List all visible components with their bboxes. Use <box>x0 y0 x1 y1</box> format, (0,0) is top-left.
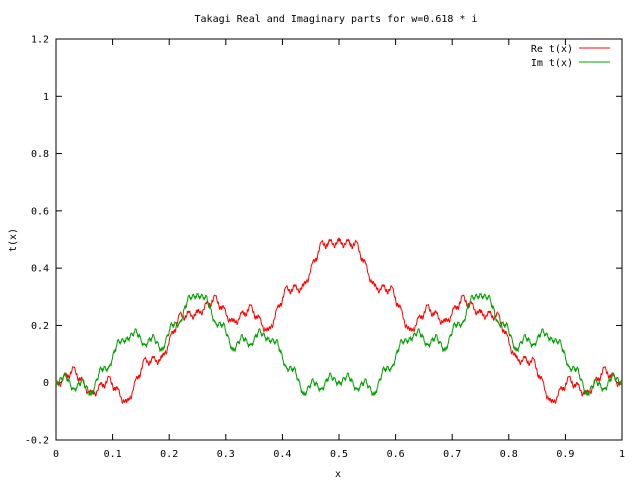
plot-lines <box>55 237 623 405</box>
x-tick-label: 0 <box>53 449 59 460</box>
legend-label-im: Im t(x) <box>531 58 573 69</box>
y-tick-label: 0.4 <box>31 264 49 275</box>
y-axis-ticks: -0.2 0 0.2 0.4 0.6 0.8 1 1.2 <box>25 35 622 447</box>
series-line-im <box>55 292 623 397</box>
legend: Re t(x) Im t(x) <box>531 44 610 69</box>
y-tick-label: -0.2 <box>25 436 49 447</box>
x-tick-label: 0.5 <box>330 449 348 460</box>
x-tick-label: 0.4 <box>273 449 291 460</box>
y-tick-label: 0 <box>43 378 49 389</box>
y-axis-label: t(x) <box>8 228 19 252</box>
x-axis-ticks: 0 0.1 0.2 0.3 0.4 0.5 0.6 0.7 0.8 0.9 1 <box>53 39 625 460</box>
y-tick-label: 0.6 <box>31 206 49 217</box>
x-tick-label: 0.9 <box>556 449 574 460</box>
x-tick-label: 1 <box>619 449 625 460</box>
y-tick-label: 1.2 <box>31 35 49 46</box>
x-tick-label: 0.2 <box>160 449 178 460</box>
x-tick-label: 0.6 <box>387 449 405 460</box>
x-tick-label: 0.3 <box>217 449 235 460</box>
x-tick-label: 0.1 <box>104 449 122 460</box>
x-tick-label: 0.8 <box>500 449 518 460</box>
chart-title: Takagi Real and Imaginary parts for w=0.… <box>195 14 478 25</box>
x-tick-label: 0.7 <box>443 449 461 460</box>
x-axis-label: x <box>335 469 341 480</box>
y-tick-label: 1 <box>43 92 49 103</box>
y-tick-label: 0.8 <box>31 149 49 160</box>
y-tick-label: 0.2 <box>31 321 49 332</box>
legend-label-re: Re t(x) <box>531 44 573 55</box>
series-line-re <box>55 237 623 405</box>
